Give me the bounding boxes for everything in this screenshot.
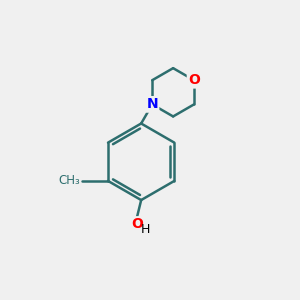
Text: CH₃: CH₃ bbox=[58, 174, 80, 188]
Text: N: N bbox=[146, 98, 158, 111]
Text: O: O bbox=[131, 217, 143, 231]
Text: H: H bbox=[141, 223, 150, 236]
Text: O: O bbox=[188, 73, 200, 87]
